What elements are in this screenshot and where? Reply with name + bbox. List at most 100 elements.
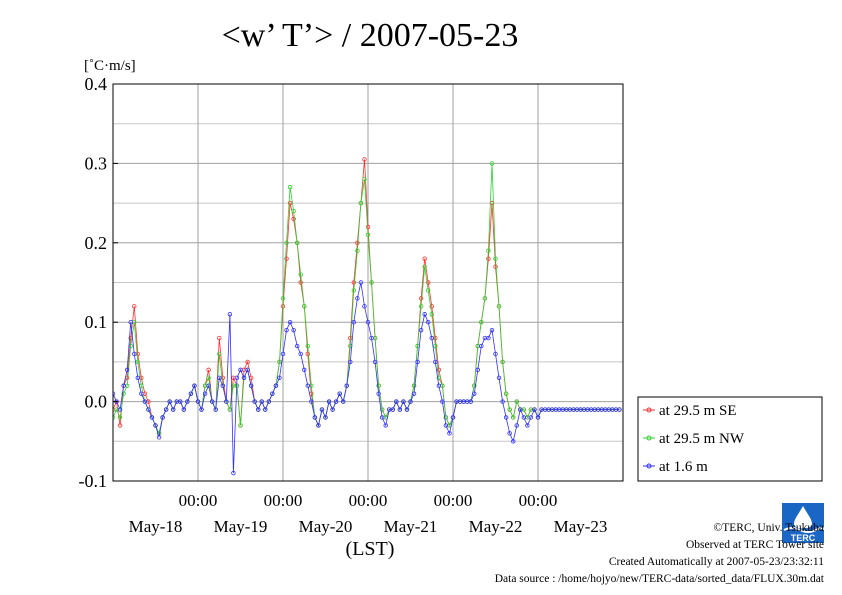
data-point (472, 391, 477, 396)
credit-created: Created Automatically at 2007-05-23/23:3… (608, 556, 824, 568)
data-point (341, 399, 346, 404)
data-point (117, 415, 123, 420)
data-point (217, 351, 222, 357)
data-point (220, 383, 225, 388)
data-point (422, 256, 427, 261)
data-point (486, 256, 491, 261)
data-point (418, 304, 424, 309)
data-point (280, 351, 286, 357)
data-point (503, 391, 509, 396)
data-point (355, 248, 360, 253)
x-date-label: May-22 (469, 517, 523, 536)
data-point (294, 240, 300, 245)
y-tick-label: -0.1 (79, 471, 108, 491)
data-point (344, 383, 349, 388)
data-point (369, 280, 374, 285)
data-point (291, 216, 296, 222)
data-point (514, 423, 519, 428)
data-point (418, 296, 424, 301)
data-point (209, 399, 215, 404)
data-point (185, 399, 190, 404)
data-point (298, 272, 303, 277)
data-point (532, 407, 537, 412)
data-point (511, 439, 516, 444)
data-point (436, 375, 442, 380)
data-point (287, 185, 293, 190)
data-point (429, 335, 434, 341)
data-point (234, 375, 240, 380)
data-point (479, 343, 484, 349)
data-point (135, 359, 140, 365)
data-point (192, 383, 197, 388)
data-point (305, 351, 310, 357)
data-point (270, 391, 275, 396)
data-point (500, 359, 505, 365)
data-point (507, 407, 512, 412)
data-point (121, 391, 126, 396)
data-point (312, 415, 318, 420)
data-point (245, 359, 250, 365)
data-point (450, 415, 456, 420)
data-point (231, 470, 236, 476)
chart-title: <w’ T’> / 2007-05-23 (222, 17, 519, 54)
data-point (171, 407, 176, 412)
data-point (135, 375, 140, 380)
data-point (248, 383, 254, 388)
data-point (277, 375, 282, 380)
data-point (436, 383, 442, 388)
data-point (503, 415, 509, 420)
data-point (426, 320, 431, 325)
terc-logo: TERC (782, 503, 824, 543)
series-2 (113, 280, 622, 476)
data-point (287, 200, 293, 206)
data-point (535, 415, 541, 420)
data-point (358, 280, 364, 285)
data-point (351, 280, 357, 285)
data-point (178, 399, 183, 404)
series-0 (113, 157, 622, 436)
data-point (305, 383, 310, 388)
data-point (128, 320, 133, 325)
y-tick-label: 0.4 (85, 74, 108, 94)
x-date-label: May-21 (384, 517, 438, 536)
x-date-label: May-23 (554, 517, 608, 536)
data-point (316, 423, 321, 428)
data-point (291, 208, 296, 214)
data-point (429, 312, 434, 317)
data-point (355, 240, 360, 245)
data-point (496, 304, 502, 309)
data-point (365, 320, 371, 325)
data-point (298, 280, 303, 285)
legend: at 29.5 m SE at 29.5 m NW at 1.6 m (637, 396, 823, 482)
data-point (121, 383, 126, 388)
data-point (422, 264, 427, 269)
y-tick-label: 0.0 (85, 392, 108, 412)
data-point (411, 391, 417, 396)
data-point (468, 399, 473, 404)
x-date-label: May-18 (129, 517, 183, 536)
data-point (309, 399, 314, 404)
data-point (273, 383, 279, 388)
data-point (298, 351, 303, 357)
data-point (355, 296, 360, 301)
data-point (486, 248, 491, 253)
data-point (146, 407, 151, 412)
data-point (617, 407, 622, 412)
data-point (156, 435, 162, 440)
data-point (245, 367, 250, 373)
series-layer (113, 157, 622, 476)
x-axis-label: (LST) (346, 538, 395, 560)
legend-label: at 29.5 m SE (659, 403, 737, 419)
data-point (376, 391, 381, 396)
data-point (525, 423, 530, 428)
data-point (493, 264, 498, 269)
data-point (163, 407, 169, 412)
data-point (426, 288, 431, 293)
data-point (372, 359, 378, 365)
legend-label: at 29.5 m NW (659, 431, 745, 447)
data-point (443, 423, 449, 428)
data-point (153, 423, 158, 428)
data-point (472, 383, 477, 388)
data-point (351, 288, 357, 293)
y-tick-label: 0.3 (85, 153, 108, 173)
